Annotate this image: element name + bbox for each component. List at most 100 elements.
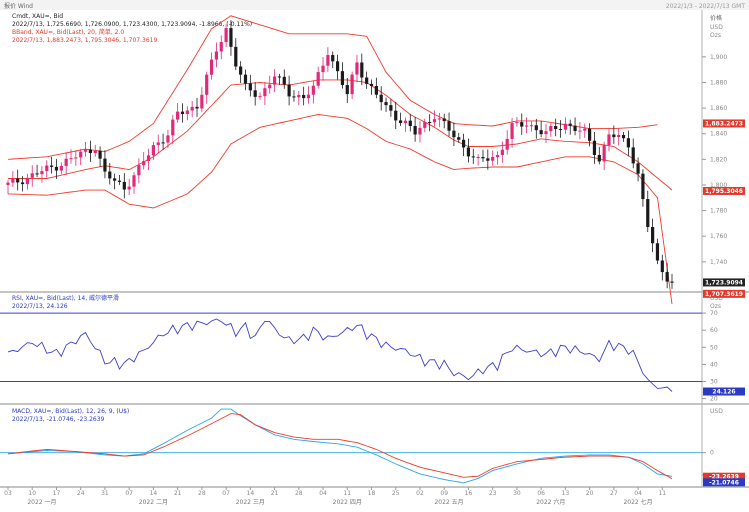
candle-body: [113, 178, 117, 181]
candle-body: [442, 118, 446, 122]
candle-body: [486, 158, 490, 161]
candle-body: [510, 123, 514, 139]
xtick-label: 28: [198, 490, 206, 497]
candle-body: [83, 149, 88, 152]
price-ytick-label: 1,860: [710, 105, 727, 112]
xtick-label: 11: [343, 490, 351, 497]
candle-body: [297, 94, 301, 98]
candle-body: [544, 131, 548, 135]
candle-body: [461, 139, 466, 148]
candle-body: [209, 59, 214, 75]
xtick-label: 21: [174, 490, 182, 497]
candle-body: [93, 150, 97, 153]
candle-body: [11, 178, 15, 183]
bb-upper-line: [7, 15, 658, 160]
candle-body: [626, 138, 630, 148]
candle-body: [156, 142, 160, 146]
candle-body: [229, 28, 233, 47]
candle-body: [505, 138, 509, 150]
candle-body: [127, 186, 131, 190]
candle-body: [374, 86, 378, 95]
candle-body: [500, 149, 504, 156]
candle-body: [573, 125, 577, 132]
candle-body: [602, 145, 606, 162]
candle-body: [476, 157, 480, 159]
candle-body: [660, 260, 664, 273]
rsi-plot: 70 60 50 40 30 20: [0, 310, 718, 403]
candle-body: [617, 134, 621, 138]
candle-body: [418, 127, 422, 135]
candle-body: [568, 123, 572, 126]
candle-body: [423, 122, 427, 128]
candle-body: [171, 119, 175, 136]
price-value-tag-bg: [703, 289, 745, 298]
rsi-ytick-label: 20: [710, 396, 718, 403]
candle-body: [195, 106, 199, 109]
candle-body: [355, 62, 359, 75]
header-right-text: 2022/1/3 - 2022/7/13 GMT: [666, 3, 745, 10]
price-ytick-label: 1,760: [710, 233, 727, 240]
xaxis-month-label: 2022 三月: [236, 499, 265, 506]
candle-body: [268, 84, 272, 89]
candle-body: [98, 150, 102, 159]
candle-body: [287, 84, 291, 97]
bb-lower-line: [7, 114, 673, 305]
candle-body: [360, 62, 364, 78]
candle-body: [428, 122, 432, 124]
candle-body: [621, 134, 626, 139]
candle-body: [539, 130, 543, 135]
candle-body: [345, 85, 349, 95]
macd-line: [7, 413, 673, 480]
candle-body: [146, 155, 151, 161]
xaxis-month-label: 2022 五月: [434, 499, 463, 506]
macd-unit: USD: [710, 408, 723, 415]
xtick-label: 20: [586, 490, 594, 497]
candle-body: [79, 151, 83, 158]
xtick-label: 02: [416, 490, 424, 497]
candle-body: [413, 125, 417, 135]
candle-body: [379, 94, 383, 103]
candle-body: [292, 96, 296, 98]
candle-body: [524, 125, 529, 127]
candle-body: [350, 74, 354, 95]
candle-body: [646, 199, 650, 228]
rsi-ytick-label: 50: [710, 344, 718, 351]
macd-title: MACD, XAU=, Bid(Last), 12, 26, 9, (U$): [12, 408, 129, 415]
xtick-label: 09: [440, 490, 448, 497]
candle-body: [607, 134, 611, 146]
xaxis-month-label: 2022 七月: [623, 498, 652, 506]
candle-body: [340, 71, 345, 86]
candle-body: [466, 147, 471, 157]
candle-body: [471, 156, 475, 158]
candle-body: [35, 173, 39, 175]
price-ytick-label: 1,900: [710, 54, 727, 61]
signal-value-tag-bg: [703, 478, 745, 487]
candle-body: [452, 130, 456, 138]
candle-body: [117, 180, 122, 182]
header-bar: [0, 0, 749, 10]
candle-body: [432, 119, 437, 123]
candle-body: [311, 85, 315, 95]
candle-body: [631, 147, 635, 164]
rsi-unit-ozs: Ozs: [710, 303, 721, 310]
rsi-ytick-label: 40: [710, 361, 718, 368]
xtick-label: 10: [28, 490, 36, 497]
candle-body: [529, 125, 534, 127]
candle-body: [592, 140, 597, 155]
rsi-ytick-label: 30: [710, 378, 718, 385]
xtick-label: 03: [4, 490, 12, 497]
candle-body: [597, 154, 601, 162]
xtick-label: 14: [247, 490, 255, 497]
candle-body: [326, 55, 330, 66]
candle-body: [554, 126, 558, 130]
price-unit-ozs: Ozs: [710, 32, 721, 39]
candle-body: [180, 111, 185, 115]
candle-body: [214, 51, 219, 60]
price-ytick-label: 1,820: [710, 156, 727, 163]
candle-body: [306, 94, 311, 99]
candle-body: [239, 66, 243, 75]
xtick-label: 21: [271, 490, 279, 497]
candle-body: [137, 165, 141, 176]
